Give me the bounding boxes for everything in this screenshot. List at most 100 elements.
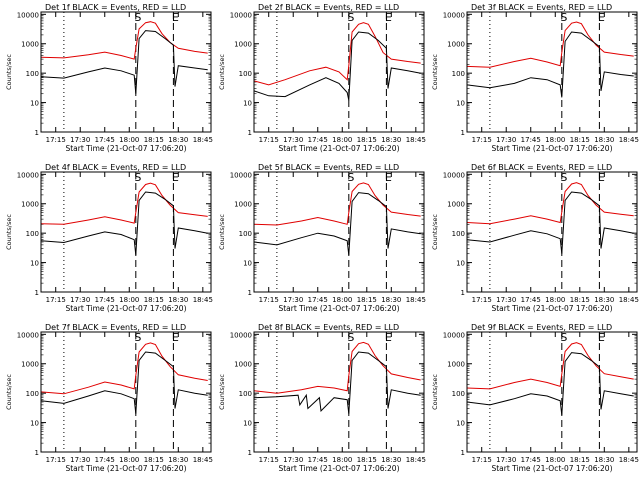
marker-label: S — [560, 11, 567, 24]
y-tick-label: 10000 — [230, 171, 252, 179]
marker-label: E — [598, 11, 605, 24]
detector-panel-3: Det 3f BLACK = Events, RED = LLD 1 10 100 10… — [431, 3, 639, 153]
x-axis-label: Start Time (21-Oct-07 17:06:20) — [65, 464, 186, 473]
x-tick-label: 17:30 — [70, 136, 90, 144]
marker-label: S — [560, 171, 567, 184]
y-axis-label: Counts/sec — [5, 374, 13, 410]
series-line-events — [253, 351, 421, 414]
panel-title: Det 1f BLACK = Events, RED = LLD — [45, 3, 186, 12]
x-tick-label: 18:00 — [119, 296, 139, 304]
plot-frame — [253, 331, 425, 453]
x-tick-label: 18:45 — [193, 456, 213, 464]
x-tick-label: 18:30 — [594, 456, 614, 464]
series-line-events — [466, 352, 634, 416]
x-tick-label: 18:30 — [594, 296, 614, 304]
x-tick-label: 17:30 — [496, 296, 516, 304]
panel-title: Det 5f BLACK = Events, RED = LLD — [258, 163, 399, 172]
marker-label: E — [598, 331, 605, 344]
x-tick-label: 17:45 — [521, 456, 541, 464]
y-axis-label: Counts/sec — [5, 214, 13, 250]
x-tick-label: 18:15 — [570, 456, 590, 464]
panel-title: Det 2f BLACK = Events, RED = LLD — [258, 3, 399, 12]
y-tick-label: 100 — [452, 230, 465, 238]
x-tick-label: 18:00 — [545, 456, 565, 464]
x-tick-label: 18:30 — [381, 296, 401, 304]
x-tick-label: 17:30 — [70, 456, 90, 464]
x-tick-label: 18:15 — [144, 456, 164, 464]
x-tick-label: 17:45 — [521, 136, 541, 144]
series-line-lld — [466, 21, 634, 68]
series-line-lld — [40, 182, 208, 225]
x-tick-label: 17:45 — [95, 296, 115, 304]
y-tick-label: 10 — [243, 260, 252, 268]
x-tick-label: 17:45 — [308, 136, 328, 144]
x-tick-label: 17:45 — [308, 456, 328, 464]
x-tick-label: 18:15 — [570, 136, 590, 144]
y-tick-label: 10000 — [443, 331, 465, 339]
y-tick-label: 10000 — [230, 331, 252, 339]
y-axis-label: Counts/sec — [431, 374, 439, 410]
y-tick-label: 10 — [456, 420, 465, 428]
y-tick-label: 1000 — [21, 361, 39, 369]
y-tick-label: 10 — [243, 420, 252, 428]
x-tick-label: 18:30 — [381, 136, 401, 144]
x-tick-label: 18:15 — [357, 136, 377, 144]
y-axis-label: Counts/sec — [218, 214, 226, 250]
series-line-events — [466, 191, 634, 254]
y-tick-label: 1000 — [447, 361, 465, 369]
marker-label: S — [134, 171, 141, 184]
series-line-events — [40, 191, 208, 256]
plot-frame — [40, 331, 212, 453]
marker-label: E — [385, 331, 392, 344]
plot-frame — [40, 11, 212, 133]
detector-panel-9: Det 9f BLACK = Events, RED = LLD 1 10 100 10… — [431, 323, 639, 473]
y-tick-label: 1000 — [234, 41, 252, 49]
x-axis-label: Start Time (21-Oct-07 17:06:20) — [65, 144, 186, 153]
series-line-events — [40, 30, 208, 94]
y-tick-label: 1000 — [21, 41, 39, 49]
y-tick-label: 100 — [239, 230, 252, 238]
x-tick-label: 18:00 — [545, 136, 565, 144]
panel-title: Det 3f BLACK = Events, RED = LLD — [471, 3, 612, 12]
x-tick-label: 17:30 — [283, 296, 303, 304]
plot-frame — [253, 11, 425, 133]
x-tick-label: 18:15 — [144, 136, 164, 144]
y-axis-label: Counts/sec — [218, 54, 226, 90]
x-tick-label: 17:45 — [95, 456, 115, 464]
series-line-lld — [466, 342, 634, 390]
y-tick-label: 1 — [35, 449, 39, 457]
series-line-lld — [253, 22, 421, 86]
plot-frame — [253, 171, 425, 293]
x-tick-label: 17:15 — [472, 456, 492, 464]
detector-panel-7: Det 7f BLACK = Events, RED = LLD 1 10 100 10… — [5, 323, 213, 473]
plot-frame — [466, 331, 638, 453]
detector-panel-8: Det 8f BLACK = Events, RED = LLD 1 10 100 10… — [218, 323, 426, 473]
y-tick-label: 100 — [452, 70, 465, 78]
y-tick-label: 10 — [456, 100, 465, 108]
x-tick-label: 17:15 — [259, 296, 279, 304]
y-tick-label: 100 — [239, 70, 252, 78]
y-tick-label: 1 — [461, 129, 465, 137]
x-tick-label: 17:15 — [259, 456, 279, 464]
series-line-events — [253, 192, 421, 256]
x-tick-label: 18:00 — [332, 296, 352, 304]
x-tick-label: 18:45 — [619, 456, 639, 464]
x-tick-label: 17:15 — [472, 136, 492, 144]
x-tick-label: 18:45 — [406, 296, 426, 304]
y-tick-label: 100 — [26, 390, 39, 398]
x-tick-label: 17:15 — [46, 296, 66, 304]
y-tick-label: 1 — [35, 289, 39, 297]
plot-frame — [40, 171, 212, 293]
detector-panel-5: Det 5f BLACK = Events, RED = LLD 1 10 100 10… — [218, 163, 426, 313]
plot-frame — [466, 171, 638, 293]
panel-title: Det 9f BLACK = Events, RED = LLD — [471, 323, 612, 332]
y-tick-label: 1000 — [234, 361, 252, 369]
marker-label: E — [598, 171, 605, 184]
x-axis-label: Start Time (21-Oct-07 17:06:20) — [491, 144, 612, 153]
y-tick-label: 10 — [30, 100, 39, 108]
y-tick-label: 10 — [30, 260, 39, 268]
y-tick-label: 10 — [30, 420, 39, 428]
x-tick-label: 17:15 — [46, 456, 66, 464]
marker-label: S — [560, 331, 567, 344]
